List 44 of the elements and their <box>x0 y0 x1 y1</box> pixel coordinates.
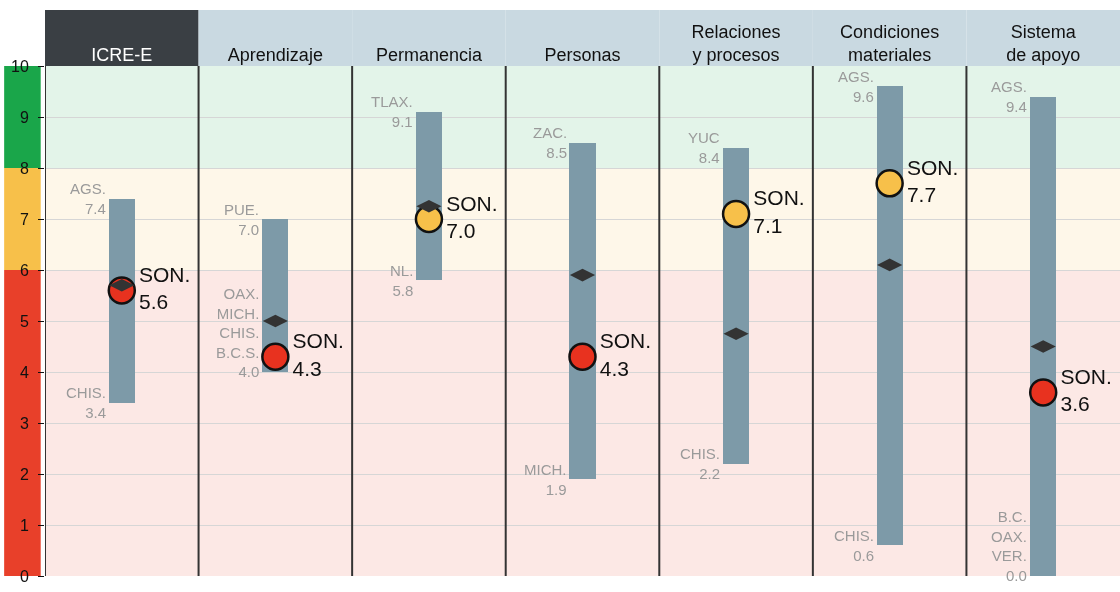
annotation: OAX. MICH. CHIS. B.C.S. 4.0 <box>216 285 260 380</box>
y-tick-label: 4 <box>19 363 29 381</box>
point <box>721 199 751 229</box>
annotation: CHIS. 0.6 <box>834 527 875 564</box>
data-label: SON. 7.7 <box>906 155 959 207</box>
annotation: ZAC. 8.5 <box>533 124 568 161</box>
x-tick-label: Sistema de apoyo <box>1006 22 1081 66</box>
x-tick-label: Aprendizaje <box>227 45 323 66</box>
data-label: SON. 5.6 <box>139 263 191 314</box>
x-tick-label: Permanencia <box>375 45 483 66</box>
point <box>568 342 597 371</box>
annotation: TLAX. 9.1 <box>371 93 413 130</box>
annotation: AGS. 9.6 <box>838 68 874 105</box>
annotation: CHIS. 3.4 <box>66 384 107 421</box>
data-label: SON. 4.3 <box>292 329 344 380</box>
annotation: B.C. OAX. VER. 0.0 <box>991 508 1027 584</box>
bar <box>1030 97 1056 576</box>
x-tick-label: Relaciones y procesos <box>691 22 781 66</box>
x-tick-label: Personas <box>544 45 621 66</box>
point <box>261 342 290 371</box>
annotation: CHIS. 2.2 <box>680 445 721 482</box>
point <box>875 169 904 198</box>
data-label: SON. 3.6 <box>1060 365 1112 416</box>
bar <box>723 148 749 464</box>
annotation: YUC 8.4 <box>688 129 720 166</box>
y-tick-label: 3 <box>19 414 29 432</box>
point <box>1028 378 1058 407</box>
x-tick-label: Condiciones materiales <box>840 22 940 66</box>
annotation: PUE. 7.0 <box>224 201 260 238</box>
data-label: SON. 7.0 <box>446 191 498 242</box>
bar <box>569 143 596 479</box>
y-tick-label: 2 <box>19 465 29 483</box>
y-tick-label: 1 <box>19 516 29 534</box>
annotation: MICH. 1.9 <box>524 461 567 498</box>
y-tick-label: 5 <box>19 312 29 330</box>
y-tick-label: 7 <box>19 210 29 228</box>
annotation: AGS. 7.4 <box>70 180 106 217</box>
data-label: SON. 4.3 <box>599 329 652 380</box>
y-tick-label: 9 <box>19 108 29 126</box>
annotation: AGS. 9.4 <box>991 78 1027 115</box>
annotation: NL. 5.8 <box>390 262 414 299</box>
bar <box>877 86 903 545</box>
x-tick-label: ICRE-E <box>91 45 153 66</box>
data-label: SON. 7.1 <box>753 186 805 237</box>
